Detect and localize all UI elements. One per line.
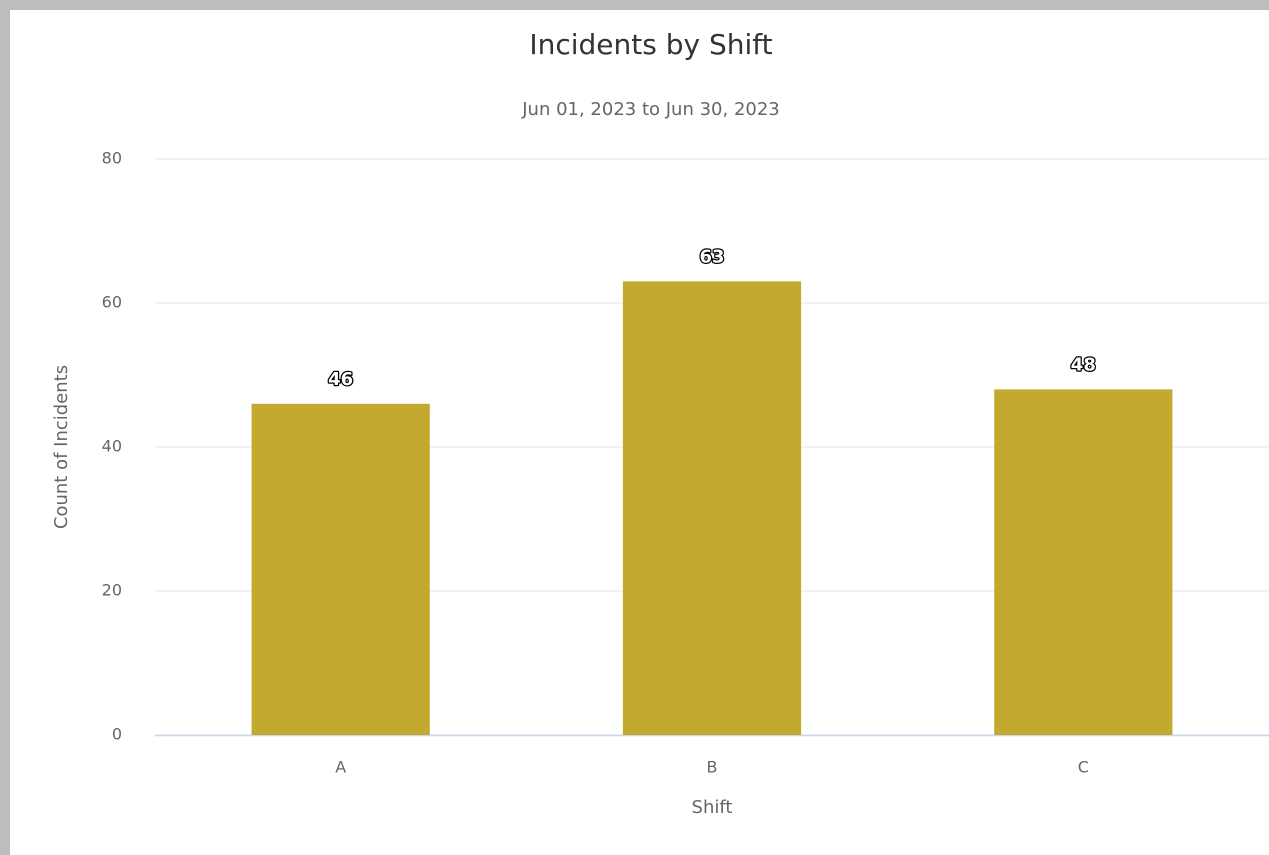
data-label: 46 bbox=[328, 369, 353, 390]
chart-title: Incidents by Shift bbox=[529, 28, 772, 61]
bar bbox=[622, 281, 802, 735]
chart-subtitle: Jun 01, 2023 to Jun 30, 2023 bbox=[521, 99, 780, 120]
x-axis-title: Shift bbox=[692, 797, 733, 818]
bar bbox=[994, 389, 1173, 735]
y-tick-label: 80 bbox=[102, 149, 122, 168]
bar bbox=[251, 403, 430, 735]
data-label: 48 bbox=[1071, 354, 1096, 375]
y-tick-label: 40 bbox=[102, 437, 122, 456]
data-label: 63 bbox=[699, 246, 724, 267]
y-axis-title: Count of Incidents bbox=[51, 365, 72, 529]
y-tick-label: 0 bbox=[112, 725, 122, 744]
x-tick-label: A bbox=[335, 758, 346, 777]
y-tick-label: 20 bbox=[102, 581, 122, 600]
y-tick-label: 60 bbox=[102, 293, 122, 312]
x-tick-label: B bbox=[707, 758, 718, 777]
x-tick-label: C bbox=[1078, 758, 1089, 777]
